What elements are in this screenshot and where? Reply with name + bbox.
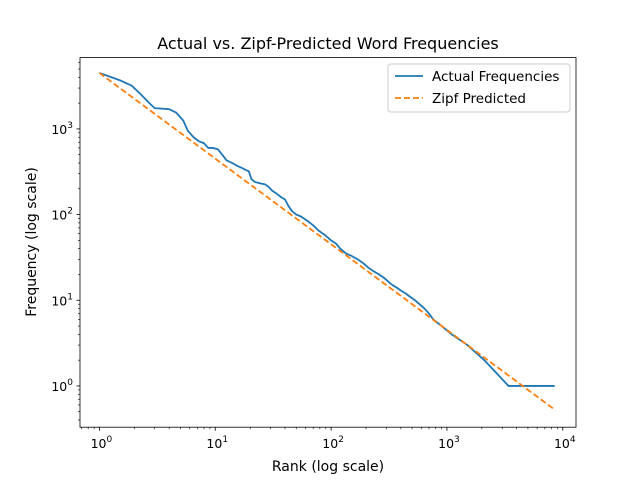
plot-area [98,72,556,411]
y-tick-label: 103 [51,121,73,137]
series-line-actual-frequencies [99,72,555,387]
plot-frame [79,57,577,428]
legend-box [387,63,571,113]
x-axis-label: Rank (log scale) [272,459,384,475]
legend: Actual Frequencies Zipf Predicted [387,63,571,113]
y-tick-label: 100 [51,378,73,394]
axis-ticks: 100 101 102 103 104 100 101 102 103 [51,61,576,451]
x-tick-label: 103 [438,435,460,451]
y-tick-label: 102 [51,207,73,223]
legend-label-zipf: Zipf Predicted [432,91,526,107]
series-line-zipf-predicted [98,72,556,411]
x-tick-label: 101 [206,435,228,451]
y-tick-label: 101 [51,292,73,308]
x-tick-label: 104 [554,435,576,451]
legend-label-actual: Actual Frequencies [432,69,559,85]
chart-title: Actual vs. Zipf-Predicted Word Frequenci… [157,34,499,53]
y-axis-label: Frequency (log scale) [24,167,40,317]
x-tick-label: 100 [91,435,113,451]
x-tick-label: 102 [322,435,344,451]
